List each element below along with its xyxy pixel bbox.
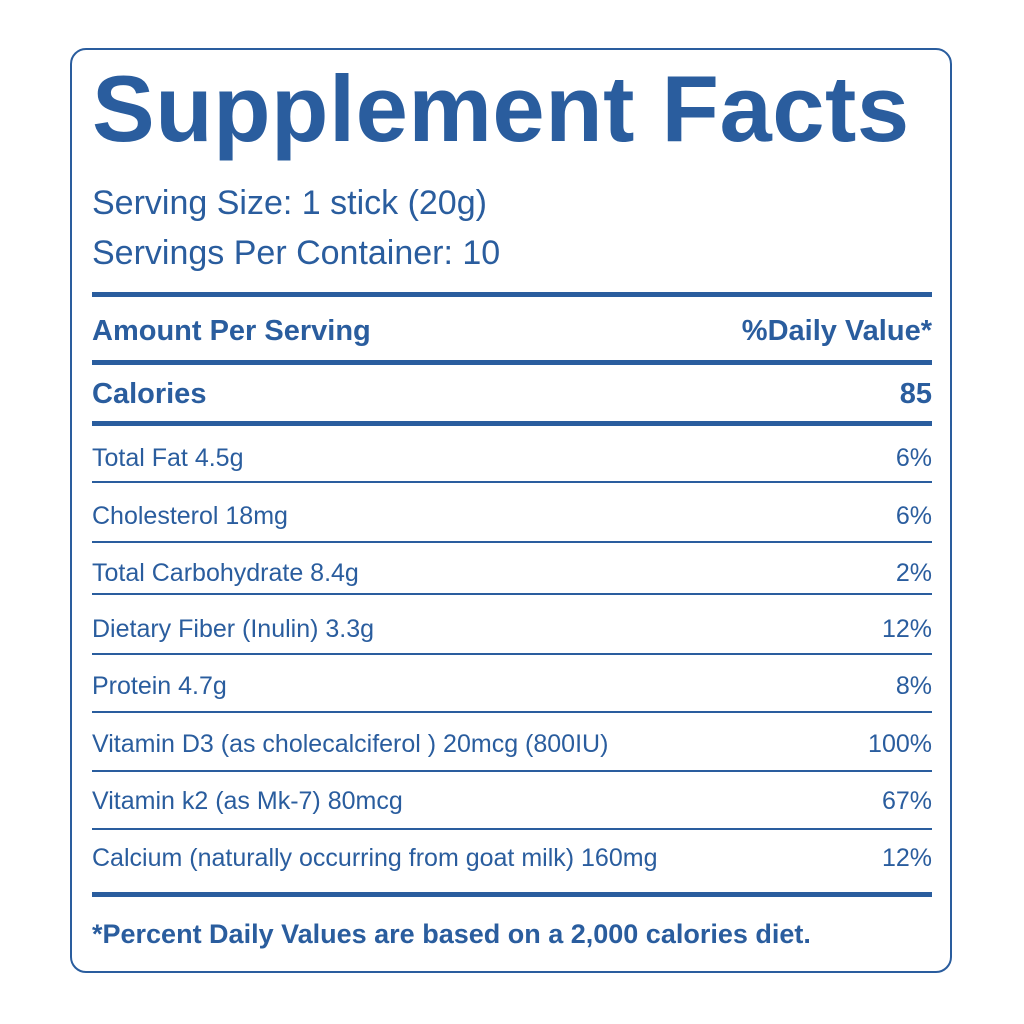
divider-thin [92, 593, 932, 595]
nutrient-daily-value: 2% [895, 558, 932, 587]
nutrient-name: Protein 4.7g [92, 671, 227, 700]
nutrient-row: Dietary Fiber (Inulin) 3.3g 12% [92, 612, 932, 646]
divider-thin [92, 711, 932, 713]
servings-per-container: Servings Per Container: 10 [92, 234, 501, 272]
daily-value-heading: %Daily Value* [741, 314, 932, 347]
calories-value: 85 [899, 377, 932, 410]
nutrient-daily-value: 6% [895, 501, 932, 530]
nutrient-row: Total Carbohydrate 8.4g 2% [92, 556, 932, 590]
divider-thin [92, 481, 932, 483]
nutrient-row: Vitamin D3 (as cholecalciferol ) 20mcg (… [92, 727, 932, 761]
divider-thin [92, 653, 932, 655]
calories-label: Calories [92, 377, 207, 410]
divider-thick [92, 421, 932, 426]
nutrient-name: Calcium (naturally occurring from goat m… [92, 843, 658, 872]
amount-per-serving-heading: Amount Per Serving [92, 314, 371, 347]
divider-thick [92, 892, 932, 897]
divider-thick [92, 360, 932, 365]
divider-thick [92, 292, 932, 297]
divider-thin [92, 828, 932, 830]
nutrient-row: Cholesterol 18mg 6% [92, 499, 932, 533]
label-title: Supplement Facts [92, 56, 910, 161]
nutrient-name: Dietary Fiber (Inulin) 3.3g [92, 614, 375, 643]
nutrient-name: Total Fat 4.5g [92, 443, 244, 472]
daily-value-footnote: *Percent Daily Values are based on a 2,0… [92, 919, 811, 949]
table-header-row: Amount Per Serving %Daily Value* [92, 313, 932, 349]
nutrient-daily-value: 12% [881, 614, 932, 643]
calories-row: Calories 85 [92, 376, 932, 412]
supplement-facts-panel [70, 48, 952, 973]
nutrient-daily-value: 100% [868, 729, 932, 758]
nutrient-row: Vitamin k2 (as Mk-7) 80mcg 67% [92, 784, 932, 818]
nutrient-daily-value: 12% [881, 843, 932, 872]
nutrient-daily-value: 6% [895, 443, 932, 472]
nutrient-name: Vitamin D3 (as cholecalciferol ) 20mcg (… [92, 729, 609, 758]
nutrient-daily-value: 8% [895, 671, 932, 700]
serving-size: Serving Size: 1 stick (20g) [92, 184, 487, 222]
nutrient-name: Cholesterol 18mg [92, 501, 288, 530]
divider-thin [92, 770, 932, 772]
nutrient-row: Total Fat 4.5g 6% [92, 441, 932, 475]
nutrient-daily-value: 67% [881, 786, 932, 815]
divider-thin [92, 541, 932, 543]
nutrient-name: Total Carbohydrate 8.4g [92, 558, 359, 587]
nutrient-row: Calcium (naturally occurring from goat m… [92, 841, 932, 875]
nutrient-row: Protein 4.7g 8% [92, 669, 932, 703]
nutrient-name: Vitamin k2 (as Mk-7) 80mcg [92, 786, 403, 815]
